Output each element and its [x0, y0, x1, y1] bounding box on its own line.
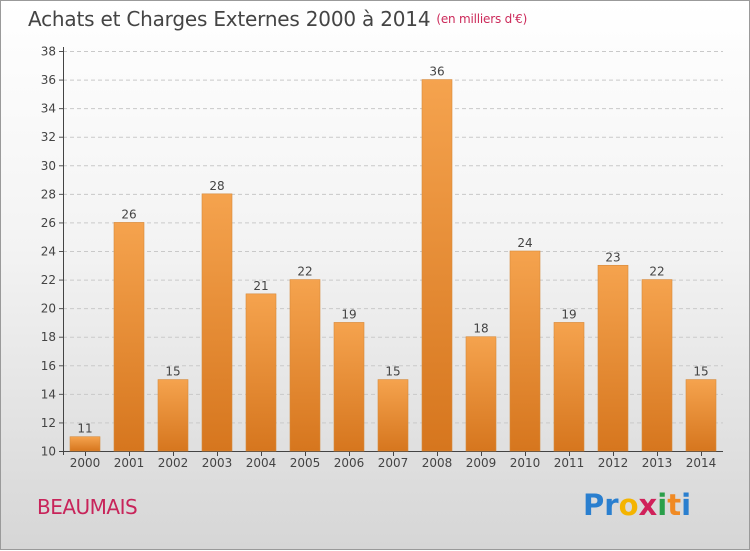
data-label: 26 — [121, 207, 136, 221]
x-tick-label: 2011 — [554, 456, 585, 470]
y-tick-label: 10 — [41, 445, 56, 459]
y-tick-label: 12 — [41, 416, 56, 430]
logo-letter: r — [604, 488, 619, 522]
x-tick-label: 2006 — [334, 456, 365, 470]
y-tick-label: 20 — [41, 302, 56, 316]
logo-letter: o — [618, 488, 639, 522]
x-tick-label: 2007 — [378, 456, 409, 470]
data-label: 15 — [693, 365, 708, 379]
bar — [553, 322, 585, 452]
y-tick-label: 18 — [41, 330, 56, 344]
x-tick-label: 2010 — [510, 456, 541, 470]
y-tick-label: 14 — [41, 387, 56, 401]
bars — [69, 79, 717, 452]
logo-letter: i — [681, 488, 692, 522]
x-tick-label: 2003 — [202, 456, 233, 470]
commune-name: BEAUMAIS — [37, 495, 138, 519]
x-tick-label: 2012 — [598, 456, 629, 470]
data-label: 24 — [517, 236, 532, 250]
y-tick-label: 32 — [41, 130, 56, 144]
data-label: 22 — [297, 265, 312, 279]
bar — [245, 293, 277, 452]
data-label: 15 — [165, 365, 180, 379]
x-tick-label: 2014 — [686, 456, 717, 470]
chart-title: Achats et Charges Externes 2000 à 2014 (e… — [28, 7, 527, 31]
x-tick-label: 2004 — [246, 456, 277, 470]
y-tick-label: 26 — [41, 216, 56, 230]
y-tick-label: 36 — [41, 73, 56, 87]
bar — [289, 279, 321, 452]
y-tick-label: 28 — [41, 187, 56, 201]
data-label: 22 — [649, 265, 664, 279]
proxiti-logo[interactable]: Proxiti — [583, 488, 691, 522]
x-tick-label: 2008 — [422, 456, 453, 470]
data-label: 19 — [341, 307, 356, 321]
y-tick-label: 16 — [41, 359, 56, 373]
logo-letter: t — [667, 488, 682, 522]
chart-title-text: Achats et Charges Externes 2000 à 2014 — [28, 7, 431, 31]
x-tick-label: 2009 — [466, 456, 497, 470]
logo-letter: x — [638, 488, 658, 522]
bar — [157, 379, 189, 452]
data-label: 28 — [209, 179, 224, 193]
y-tick-label: 22 — [41, 273, 56, 287]
bar — [509, 250, 541, 452]
data-label: 19 — [561, 307, 576, 321]
x-tick-label: 2000 — [70, 456, 101, 470]
x-tick-label: 2001 — [114, 456, 145, 470]
bar — [465, 336, 497, 452]
y-tick-label: 30 — [41, 159, 56, 173]
logo-letter: i — [657, 488, 668, 522]
chart-unit-label: (en milliers d'€) — [436, 12, 528, 26]
x-tick-label: 2013 — [642, 456, 673, 470]
bar — [69, 436, 101, 452]
bar — [113, 222, 145, 452]
data-label: 23 — [605, 250, 620, 264]
bar — [333, 322, 365, 452]
data-label: 18 — [473, 322, 488, 336]
y-tick-label: 24 — [41, 245, 56, 259]
y-tick-label: 34 — [41, 102, 56, 116]
bar — [201, 193, 233, 452]
bar — [421, 79, 453, 452]
x-tick-label: 2005 — [290, 456, 321, 470]
data-label: 21 — [253, 279, 268, 293]
x-tick-label: 2002 — [158, 456, 189, 470]
y-tick-label: 38 — [41, 45, 56, 59]
bar — [685, 379, 717, 452]
bar — [377, 379, 409, 452]
data-labels: 11 26 15 28 21 22 19 15 36 18 24 19 23 22 15 — [77, 65, 708, 436]
logo-letter: P — [583, 488, 605, 522]
data-label: 11 — [77, 422, 92, 436]
data-label: 36 — [429, 65, 444, 79]
bar — [641, 279, 673, 452]
bar — [597, 264, 629, 452]
axes: 10 12 14 16 18 20 22 24 26 28 30 32 34 36 38 2000 2001 20… — [41, 45, 723, 470]
data-label: 15 — [385, 365, 400, 379]
